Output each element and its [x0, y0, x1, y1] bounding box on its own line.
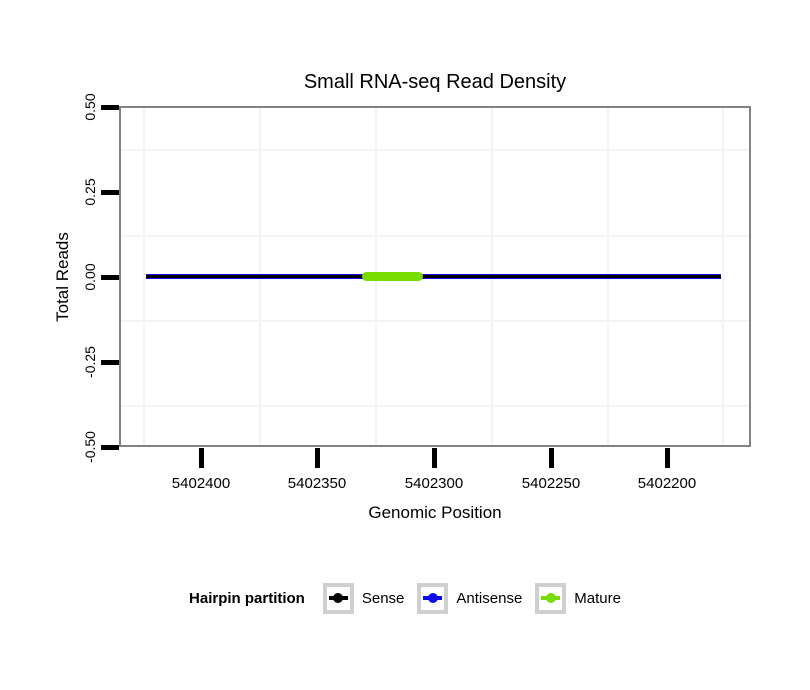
x-tick-mark — [664, 448, 670, 468]
legend-label-sense: Sense — [361, 589, 405, 607]
y-tick-mark — [101, 189, 119, 195]
pointrange-dot-icon — [333, 593, 344, 603]
chart-title: Small RNA-seq Read Density — [303, 71, 567, 93]
gridline — [143, 108, 145, 445]
y-tick-mark — [101, 444, 119, 450]
x-tick-mark — [314, 448, 320, 468]
sense-series-line — [146, 274, 721, 278]
gridline — [722, 108, 724, 445]
x-tick-mark — [548, 448, 554, 468]
x-tick-label: 5402400 — [171, 475, 231, 492]
y-tick-mark — [101, 359, 119, 365]
x-tick-label: 5402200 — [637, 475, 697, 492]
legend-title: Hairpin partition — [189, 589, 305, 607]
y-tick-mark — [101, 104, 119, 110]
x-axis-title: Genomic Position — [368, 503, 502, 522]
gridline — [121, 235, 749, 237]
y-tick-label: 0.50 — [82, 93, 98, 121]
legend-key-antisense — [417, 582, 449, 614]
gridline — [121, 405, 749, 407]
y-tick-mark — [101, 274, 119, 280]
y-tick-label: -0.50 — [82, 431, 98, 463]
y-axis-title: Total Reads — [53, 232, 72, 322]
legend-label-antisense: Antisense — [456, 589, 523, 607]
x-tick-label: 5402300 — [404, 475, 464, 492]
legend-entry-sense: Sense — [322, 582, 405, 614]
legend-label-mature: Mature — [574, 589, 621, 607]
gridline — [121, 320, 749, 322]
legend: Hairpin partition Sense Antisense Mature — [0, 580, 810, 616]
y-tick-label: 0.25 — [82, 178, 98, 206]
plot-panel — [119, 106, 751, 447]
x-tick-label: 5402350 — [287, 475, 347, 492]
y-tick-label: -0.25 — [82, 346, 98, 378]
pointrange-dot-icon — [427, 593, 438, 603]
legend-key-mature — [535, 582, 567, 614]
x-tick-label: 5402250 — [521, 475, 581, 492]
x-tick-mark — [198, 448, 204, 468]
y-tick-label: 0.00 — [82, 263, 98, 291]
gridline — [121, 149, 749, 151]
legend-entry-antisense: Antisense — [417, 582, 523, 614]
legend-entry-mature: Mature — [535, 582, 621, 614]
pointrange-dot-icon — [545, 593, 556, 603]
mature-series-segment — [362, 271, 423, 281]
legend-key-sense — [322, 582, 354, 614]
x-tick-mark — [431, 448, 437, 468]
